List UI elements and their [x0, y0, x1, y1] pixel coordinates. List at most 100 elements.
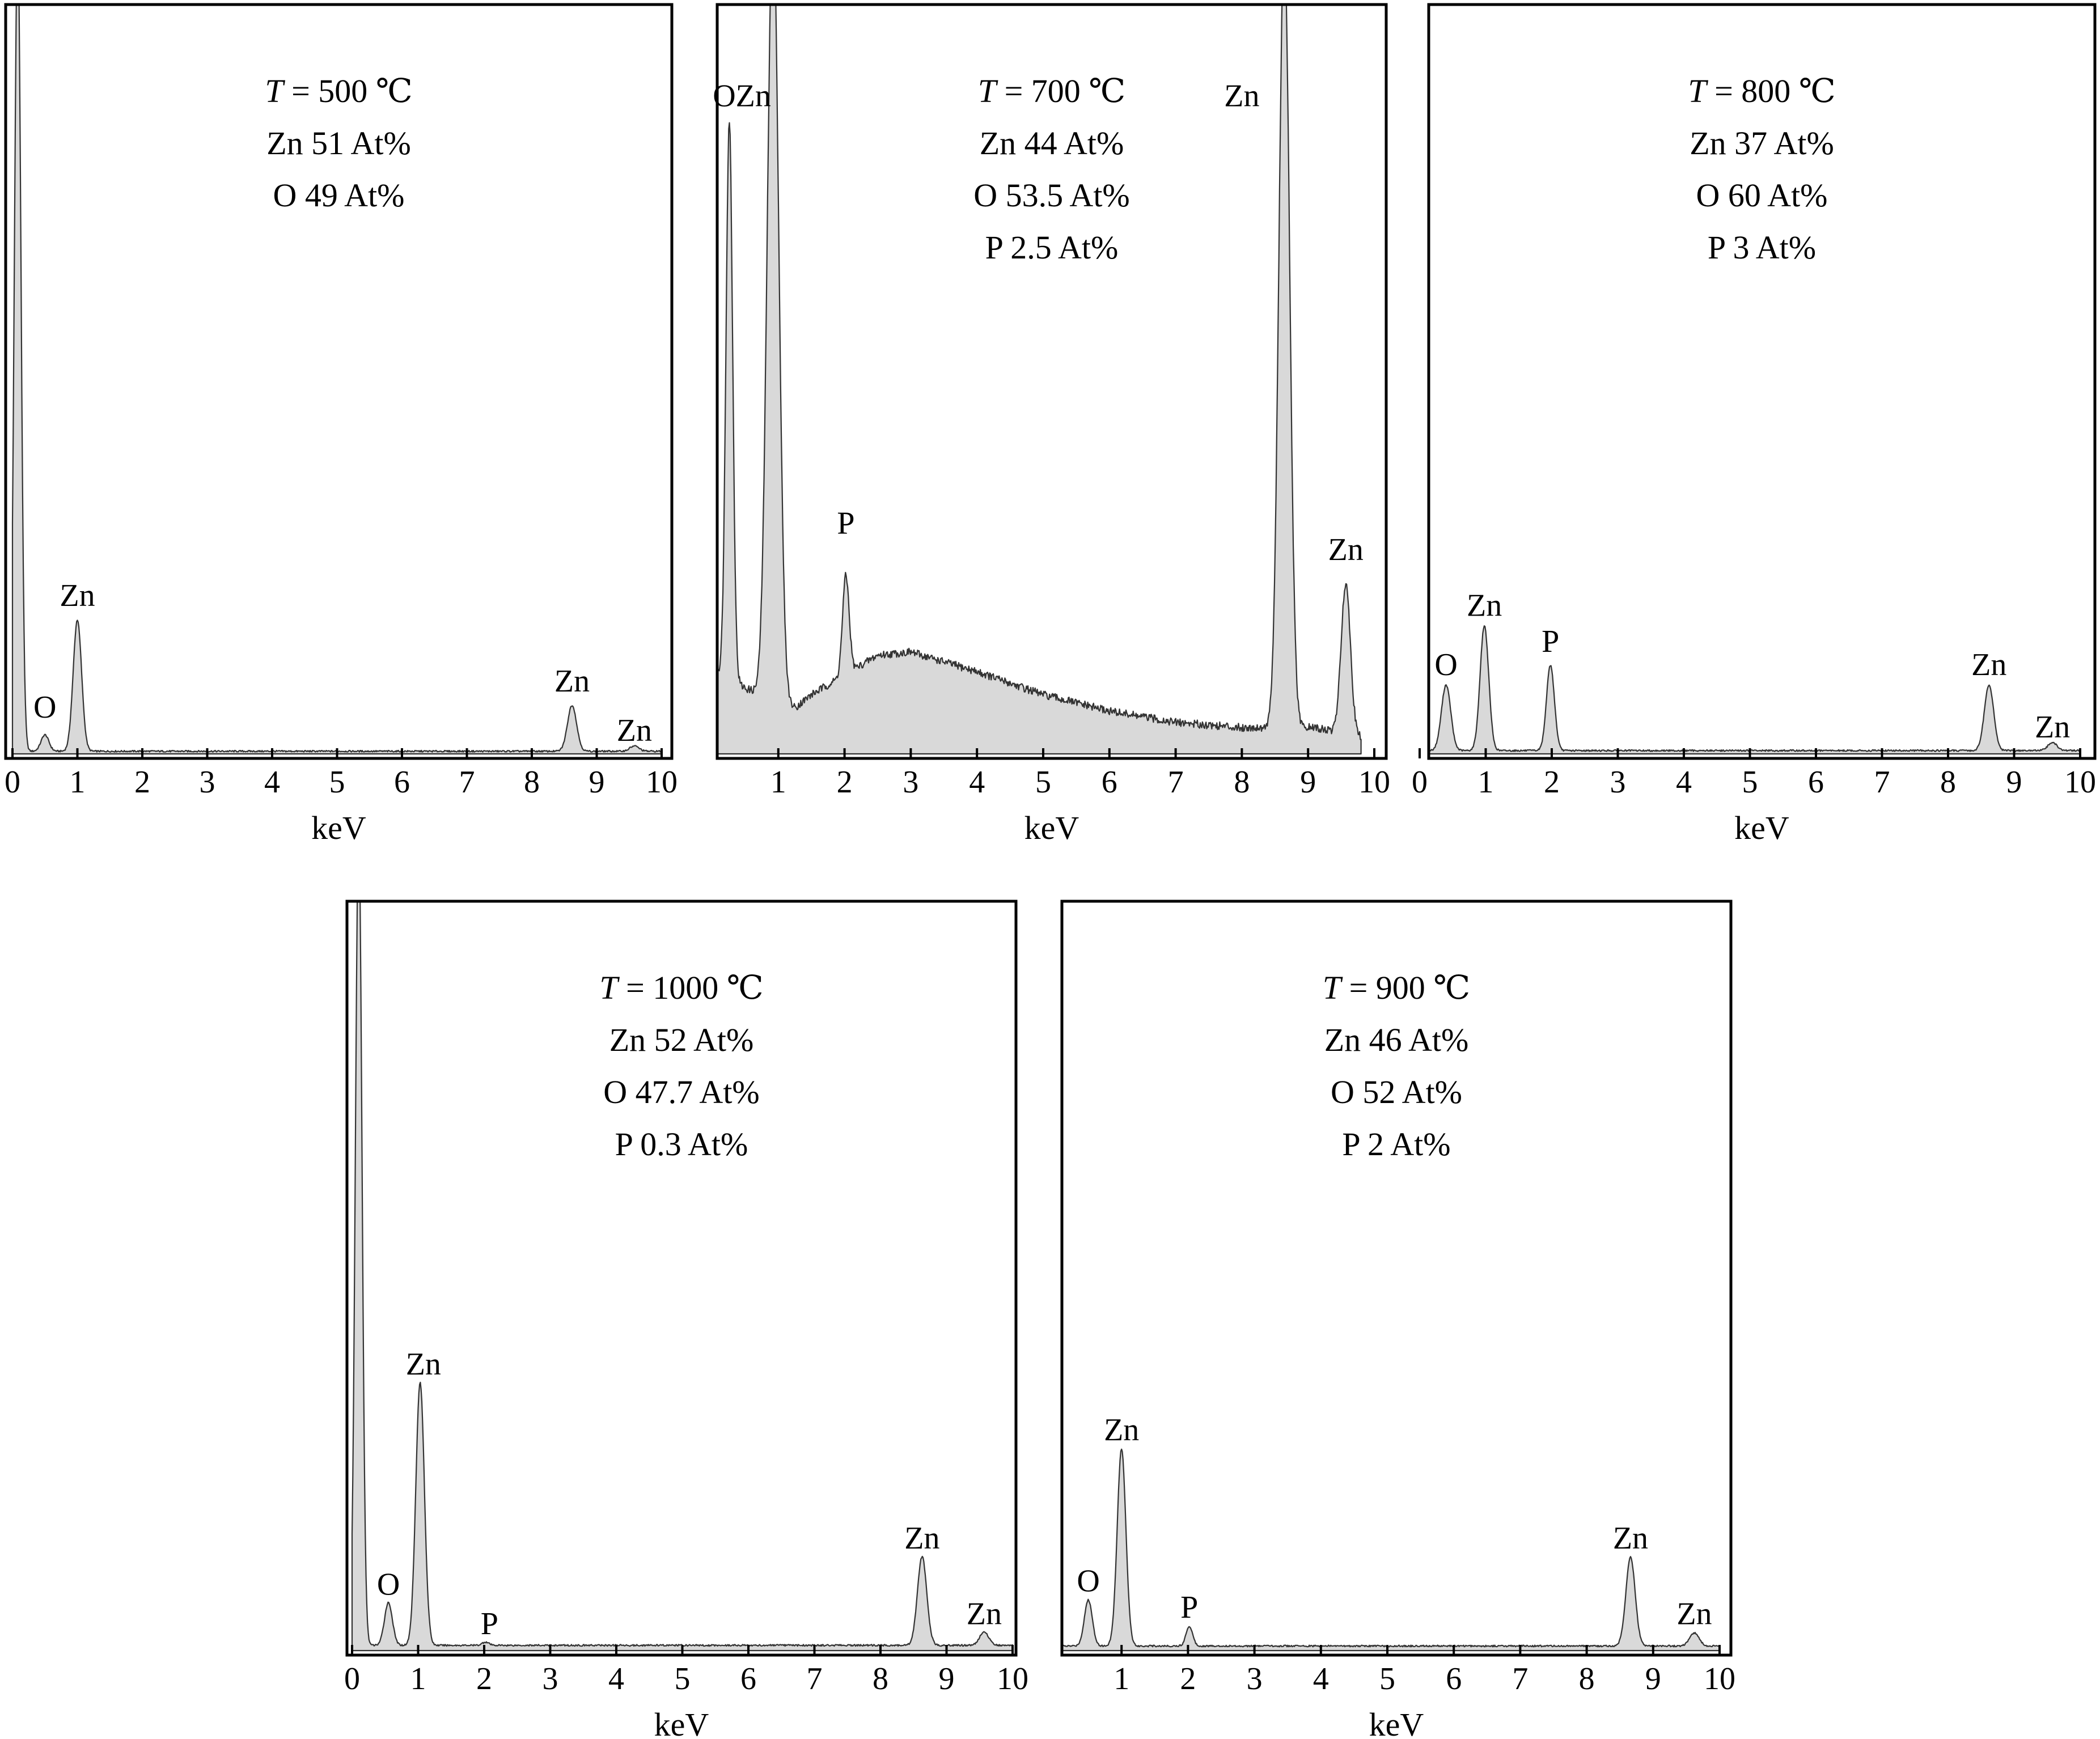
composition-line: Zn 44 At% [980, 125, 1124, 162]
x-tick-label: 1 [1113, 1661, 1129, 1696]
x-tick-label: 1 [70, 765, 86, 800]
x-tick-label: 3 [1610, 765, 1626, 800]
x-tick-label: 8 [1579, 1661, 1595, 1696]
x-tick-label: 5 [1742, 765, 1758, 800]
peak-label: Zn [617, 713, 652, 748]
x-tick-label: 9 [939, 1661, 955, 1696]
x-tick-label: 6 [740, 1661, 756, 1696]
x-tick-label: 2 [134, 765, 150, 800]
plot-frame [1060, 900, 1733, 1657]
peak-label: O [33, 690, 56, 725]
x-tick-label: 4 [264, 765, 280, 800]
peak-label: Zn [554, 664, 590, 699]
peak-label: Zn [904, 1521, 939, 1556]
x-tick-label: 7 [1512, 1661, 1528, 1696]
x-tick-label: 6 [394, 765, 410, 800]
x-tick-label: 6 [1808, 765, 1824, 800]
x-axis-label: keV [654, 1706, 709, 1739]
x-tick-label: 3 [903, 765, 918, 800]
x-tick-label: 9 [589, 765, 605, 800]
x-tick-label: 4 [608, 1661, 624, 1696]
spectrum-area [717, 5, 1362, 755]
peak-label: Zn [1676, 1597, 1712, 1632]
peak-label: Zn [1104, 1413, 1139, 1448]
peak-label: Zn [1467, 588, 1502, 623]
peak-label: OZn [713, 78, 771, 113]
peak-label: O [1077, 1564, 1099, 1599]
x-tick-label: 10 [1358, 765, 1390, 800]
x-tick-label: 0 [344, 1661, 360, 1696]
x-tick-label: 9 [2006, 765, 2022, 800]
composition-line: Zn 37 At% [1690, 125, 1834, 162]
composition-line: O 47.7 At% [603, 1074, 760, 1110]
x-axis-label: keV [1734, 809, 1789, 846]
composition-line: P 3 At% [1708, 229, 1816, 266]
spectrum-area [1062, 1448, 1721, 1652]
composition-line: T = 1000 ℃ [599, 969, 763, 1006]
peak-label: Zn [406, 1347, 441, 1382]
peak-label: P [837, 506, 854, 541]
x-tick-label: 8 [524, 765, 540, 800]
x-tick-label: 8 [1940, 765, 1956, 800]
x-tick-label: 0 [1412, 765, 1428, 800]
x-tick-label: 7 [807, 1661, 823, 1696]
x-axis-label: keV [311, 809, 366, 846]
x-tick-label: 2 [1544, 765, 1560, 800]
x-tick-label: 7 [1874, 765, 1890, 800]
spectrum-panel: 0 1 2 3 4 5 6 7 8 9 10 keV T = 500 ℃ Zn 51 At% O 49 At… [4, 3, 678, 846]
peak-label: Zn [1971, 647, 2006, 682]
spectrum-panel: 0 1 2 3 4 5 6 7 8 9 10 keV T = 1000 ℃ Zn 52 At% O 47.7… [344, 900, 1028, 1739]
x-tick-label: 6 [1102, 765, 1117, 800]
peak-label: Zn [1328, 532, 1364, 567]
peak-label: Zn [1613, 1521, 1648, 1556]
x-axis-label: keV [1024, 809, 1079, 846]
x-tick-label: 8 [1234, 765, 1250, 800]
plot-frame [1427, 3, 2097, 760]
plot-frame [4, 3, 674, 760]
peak-label: Zn [1224, 78, 1259, 113]
peak-label: O [1434, 647, 1457, 682]
composition-line: Zn 46 At% [1324, 1021, 1469, 1058]
x-tick-label: 5 [1379, 1661, 1395, 1696]
x-tick-label: 3 [543, 1661, 558, 1696]
composition-line: P 2 At% [1342, 1126, 1450, 1163]
peak-label: P [1180, 1590, 1198, 1625]
composition-line: O 49 At% [273, 177, 405, 214]
peak-label: O [377, 1567, 400, 1602]
peak-label: P [1542, 624, 1559, 659]
x-tick-label: 10 [1704, 1661, 1735, 1696]
composition-line: T = 700 ℃ [978, 73, 1125, 109]
plot-frame [715, 3, 1388, 760]
composition-line: Zn 52 At% [609, 1021, 754, 1058]
composition-line: T = 500 ℃ [265, 73, 412, 109]
x-tick-label: 4 [1676, 765, 1692, 800]
composition-line: P 2.5 At% [985, 229, 1119, 266]
x-tick-label: 3 [200, 765, 215, 800]
x-tick-label: 7 [1168, 765, 1184, 800]
x-tick-label: 7 [459, 765, 475, 800]
x-tick-label: 9 [1300, 765, 1316, 800]
composition-line: O 53.5 At% [973, 177, 1130, 214]
spectrum-panel: 1 2 3 4 5 6 7 8 9 10 keV T = 900 ℃ Zn 46 At% O 52 At%… [1060, 900, 1735, 1739]
composition-line: O 60 At% [1696, 177, 1828, 214]
x-tick-label: 4 [969, 765, 985, 800]
x-tick-label: 8 [873, 1661, 888, 1696]
x-tick-label: 1 [770, 765, 786, 800]
x-tick-label: 0 [5, 765, 20, 800]
x-tick-label: 1 [410, 1661, 426, 1696]
x-tick-label: 5 [329, 765, 345, 800]
peak-label: P [481, 1606, 498, 1642]
x-tick-label: 10 [646, 765, 678, 800]
spectrum-panel: 0 1 2 3 4 5 6 7 8 9 10 keV T = 800 ℃ Zn 37 At% O 60 At… [1412, 3, 2097, 846]
x-tick-label: 10 [997, 1661, 1028, 1696]
x-tick-label: 10 [2064, 765, 2096, 800]
x-tick-label: 2 [1180, 1661, 1196, 1696]
peak-label: Zn [60, 578, 95, 613]
x-tick-label: 2 [476, 1661, 492, 1696]
composition-line: O 52 At% [1331, 1074, 1462, 1110]
x-tick-label: 3 [1247, 1661, 1263, 1696]
peak-label: Zn [2035, 710, 2070, 745]
x-axis-label: keV [1369, 1706, 1424, 1739]
x-tick-label: 9 [1645, 1661, 1661, 1696]
